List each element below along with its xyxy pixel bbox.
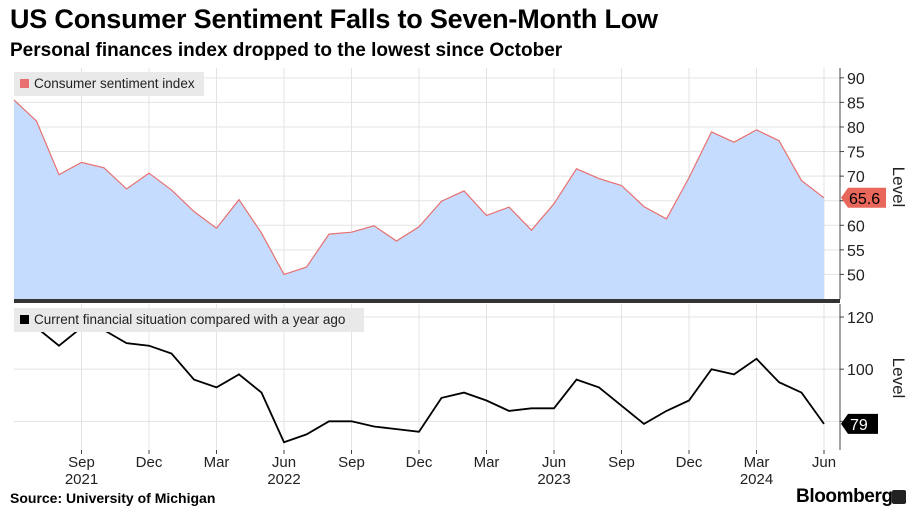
x-tick-label: Sep xyxy=(338,454,365,471)
legend-box-sentiment xyxy=(14,72,204,96)
x-tick-label: Jun xyxy=(542,454,566,471)
x-tick-label: Mar xyxy=(204,454,230,471)
y-axis-title-finance: Level xyxy=(889,358,908,399)
last-value-badge-finance xyxy=(841,413,878,434)
last-value-label-finance: 79 xyxy=(850,417,868,434)
y-tick-label-finance: 120 xyxy=(847,310,874,327)
brand-icon xyxy=(892,490,906,504)
panel-separator xyxy=(14,299,840,303)
y-tick-label-sentiment: 75 xyxy=(847,145,865,162)
x-tick-label: Sep xyxy=(68,454,95,471)
y-tick-label-sentiment: 55 xyxy=(847,243,865,260)
chart-subtitle: Personal finances index dropped to the l… xyxy=(10,40,563,61)
x-tick-label: Jun xyxy=(812,454,836,471)
brand-logo: Bloomberg xyxy=(796,486,893,507)
y-tick-label-finance: 100 xyxy=(847,362,874,379)
x-tick-label: Mar xyxy=(744,454,770,471)
x-tick-label: Dec xyxy=(136,454,163,471)
y-tick-label-sentiment: 85 xyxy=(847,95,865,112)
x-tick-label: Jun xyxy=(272,454,296,471)
y-tick-label-sentiment: 90 xyxy=(847,71,865,88)
legend-swatch-finance xyxy=(20,315,29,324)
source-note: Source: University of Michigan xyxy=(10,490,216,506)
y-tick-label-sentiment: 70 xyxy=(847,169,865,186)
x-year-label: 2022 xyxy=(267,471,300,488)
y-axis-title-sentiment: Level xyxy=(889,167,908,208)
x-year-label: 2024 xyxy=(740,471,773,488)
x-year-label: 2021 xyxy=(65,471,98,488)
x-year-label: 2023 xyxy=(537,471,570,488)
legend-label-finance: Current financial situation compared wit… xyxy=(34,312,345,327)
last-value-label-sentiment: 65.6 xyxy=(849,191,880,208)
x-tick-label: Dec xyxy=(676,454,703,471)
x-tick-label: Mar xyxy=(474,454,500,471)
chart-title: US Consumer Sentiment Falls to Seven-Mon… xyxy=(10,4,658,34)
y-tick-label-sentiment: 50 xyxy=(847,267,865,284)
sentiment-area xyxy=(14,99,824,300)
last-value-badge-sentiment xyxy=(841,187,886,208)
y-tick-label-sentiment: 60 xyxy=(847,218,865,235)
x-tick-label: Sep xyxy=(608,454,635,471)
y-tick-label-sentiment: 80 xyxy=(847,120,865,137)
x-tick-label: Dec xyxy=(406,454,433,471)
legend-label-sentiment: Consumer sentiment index xyxy=(34,76,195,91)
legend-box-finance xyxy=(14,308,364,332)
legend-swatch-sentiment xyxy=(20,79,29,88)
